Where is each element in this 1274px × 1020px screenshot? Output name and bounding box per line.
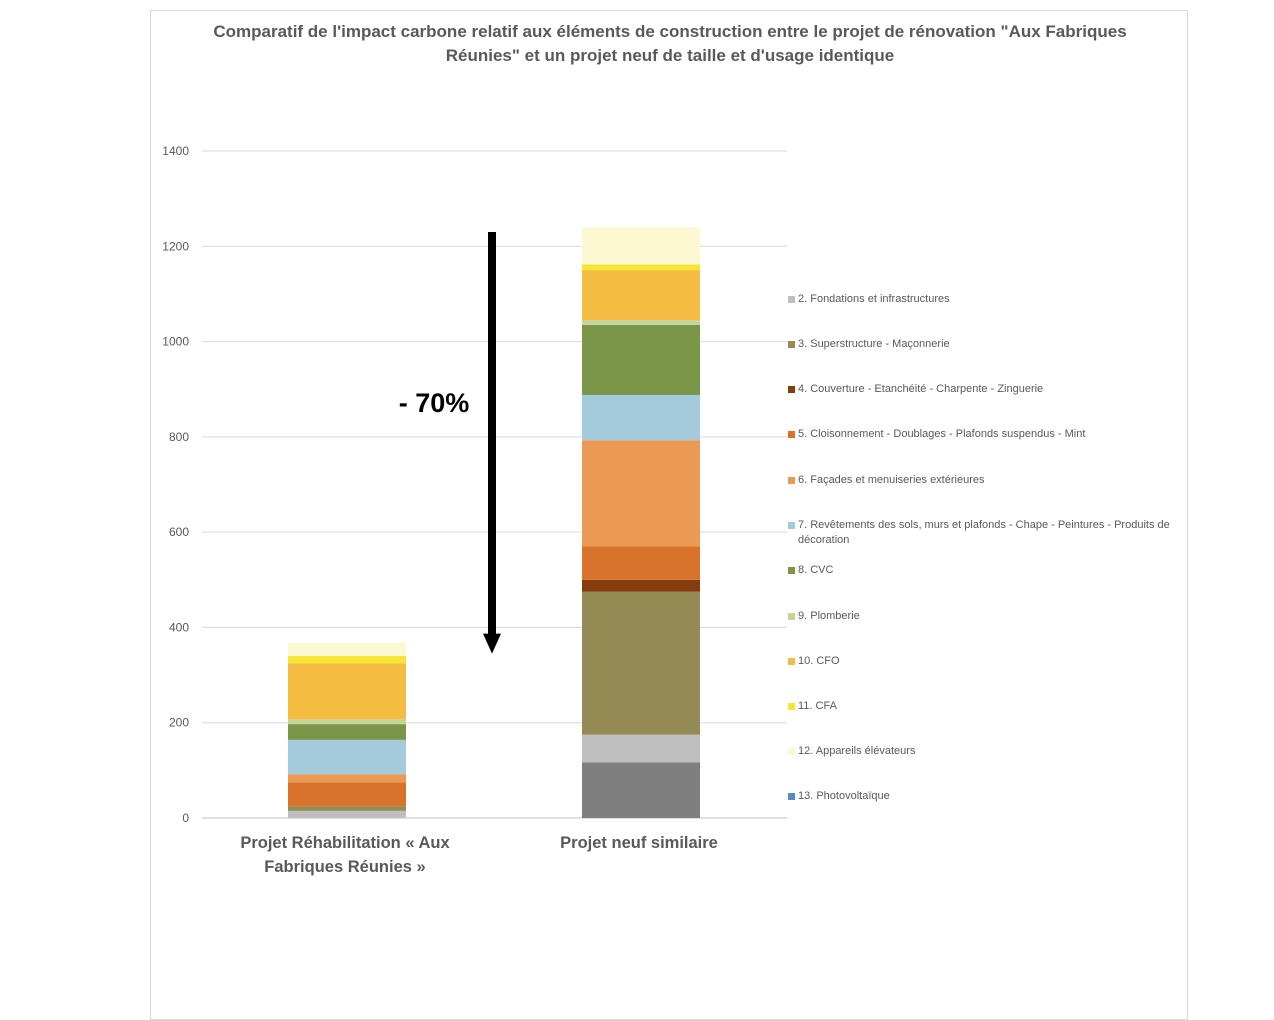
legend-label: 5. Cloisonnement - Doublages - Plafonds … [798,428,1086,440]
legend-label: 3. Superstructure - Maçonnerie [798,338,950,350]
category-label: Projet Réhabilitation « Aux [240,834,450,852]
legend-swatch [788,703,795,710]
bar-segment [288,810,406,818]
y-tick-label: 800 [169,430,189,444]
bar-segment [288,774,406,783]
legend-item: 4. Couverture - Etanchéité - Charpente -… [787,382,1187,397]
legend-item: 8. CVC [787,563,1187,578]
bar-segment [288,656,406,664]
legend-label: 8. CVC [798,564,834,576]
reduction-label: - 70% [399,388,470,418]
legend-item: 11. CFA [787,699,1187,714]
y-tick-label: 1000 [162,335,189,349]
legend-item: 6. Façades et menuiseries extérieures [787,473,1187,488]
legend-item: 10. CFO [787,654,1187,669]
bar-segment [582,227,700,265]
legend-label: 13. Photovoltaïque [798,790,890,802]
legend-item: 13. Photovoltaïque [787,789,1187,804]
bar-segment [288,719,406,725]
legend-label: 12. Appareils élévateurs [798,745,916,757]
y-tick-label: 600 [169,525,189,539]
legend-item: 5. Cloisonnement - Doublages - Plafonds … [787,427,1187,442]
bar-segment [288,663,406,720]
y-tick-label: 400 [169,620,189,634]
legend-label: 10. CFO [798,655,840,667]
legend-label: 2. Fondations et infrastructures [798,293,950,305]
bar-segment [582,579,700,592]
legend-label: 4. Couverture - Etanchéité - Charpente -… [798,383,1044,395]
bar-segment [582,264,700,271]
legend-swatch [788,477,795,484]
chart-title: Comparatif de l'impact carbone relatif a… [213,22,1127,65]
bar-segment [582,320,700,325]
y-tick-label: 1200 [162,239,189,253]
legend-swatch [788,613,795,620]
legend-swatch [788,793,795,800]
legend-swatch [788,296,795,303]
annotation-layer: - 70% [399,231,501,654]
y-tick-label: 1400 [162,144,189,158]
category-label: Fabriques Réunies » [264,858,425,876]
legend-item: 2. Fondations et infrastructures [787,292,1187,307]
y-tick-label: 0 [182,811,189,825]
legend-label: 9. Plomberie [798,610,860,622]
legend-swatch [788,748,795,755]
bar-segment [582,270,700,321]
category-labels: Projet Réhabilitation « Aux Fabriques Réu… [240,834,718,876]
legend-swatch [788,386,795,393]
legend-swatch [788,431,795,438]
legend-swatch [788,658,795,665]
legend-swatch [788,522,795,529]
bar-segment [288,806,406,811]
category-label: Projet neuf similaire [560,834,718,852]
bar-segment [582,591,700,735]
bar-segment [582,394,700,441]
bar-segment [582,546,700,580]
y-tick-label: 200 [169,716,189,730]
bar-segment [288,724,406,740]
bar-segment [288,739,406,775]
bar-segment [582,440,700,547]
bar-segment [288,782,406,807]
legend-swatch [788,567,795,574]
legend-item: 9. Plomberie [787,609,1187,624]
legend-label: 7. Revêtements des sols, murs et plafond… [798,519,1170,546]
legend-item: 3. Superstructure - Maçonnerie [787,337,1187,352]
bar-segment [582,324,700,395]
legend-item: 12. Appareils élévateurs [787,744,1187,759]
bar-segment [582,734,700,763]
bar-segment [582,762,700,818]
legend-swatch [788,341,795,348]
bar-segment [288,642,406,657]
bar-layer [288,227,700,818]
reduction-arrow-head [483,633,501,654]
legend-item: 7. Revêtements des sols, murs et plafond… [787,518,1187,548]
legend-label: 6. Façades et menuiseries extérieures [798,474,985,486]
legend-label: 11. CFA [798,700,837,712]
